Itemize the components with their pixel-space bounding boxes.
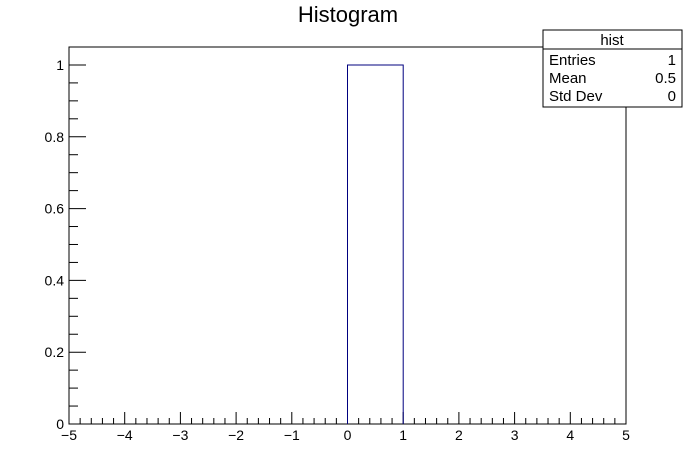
histogram-bin bbox=[347, 64, 404, 424]
x-axis: −5 −4 −3 −2 −1 0 1 2 3 4 5 bbox=[61, 412, 630, 443]
histogram-bins bbox=[347, 64, 404, 424]
stats-row-label: Mean bbox=[549, 70, 587, 87]
x-tick-label: 4 bbox=[566, 427, 574, 443]
y-axis: 0 0.2 0.4 0.6 0.8 1 bbox=[45, 46, 86, 432]
stats-row-value: 0.5 bbox=[655, 70, 676, 87]
chart-title: Histogram bbox=[298, 2, 398, 27]
x-tick-label: 1 bbox=[399, 427, 407, 443]
y-tick-label: 0 bbox=[56, 416, 64, 432]
stats-row-label: Entries bbox=[549, 52, 596, 69]
x-tick-label: −4 bbox=[117, 427, 133, 443]
x-tick-label: −2 bbox=[228, 427, 244, 443]
y-tick-label: 1 bbox=[56, 57, 64, 73]
stats-row-value: 1 bbox=[668, 52, 676, 69]
x-tick-label: 3 bbox=[511, 427, 519, 443]
stats-box-border bbox=[542, 29, 683, 108]
x-tick-label: 0 bbox=[344, 427, 352, 443]
y-tick-label: 0.8 bbox=[45, 129, 65, 145]
x-tick-label: −1 bbox=[284, 427, 300, 443]
stats-row-value: 0 bbox=[668, 88, 676, 105]
y-tick-label: 0.6 bbox=[45, 201, 65, 217]
x-tick-label: −3 bbox=[172, 427, 188, 443]
x-tick-label: −5 bbox=[61, 427, 77, 443]
stats-box: hist Entries 1 Mean 0.5 Std Dev 0 bbox=[542, 29, 683, 108]
y-tick-label: 0.4 bbox=[45, 272, 65, 288]
x-tick-label: 5 bbox=[622, 427, 630, 443]
x-tick-label: 2 bbox=[455, 427, 463, 443]
stats-box-title: hist bbox=[600, 32, 624, 49]
stats-row-label: Std Dev bbox=[549, 88, 603, 105]
y-tick-label: 0.2 bbox=[45, 344, 65, 360]
